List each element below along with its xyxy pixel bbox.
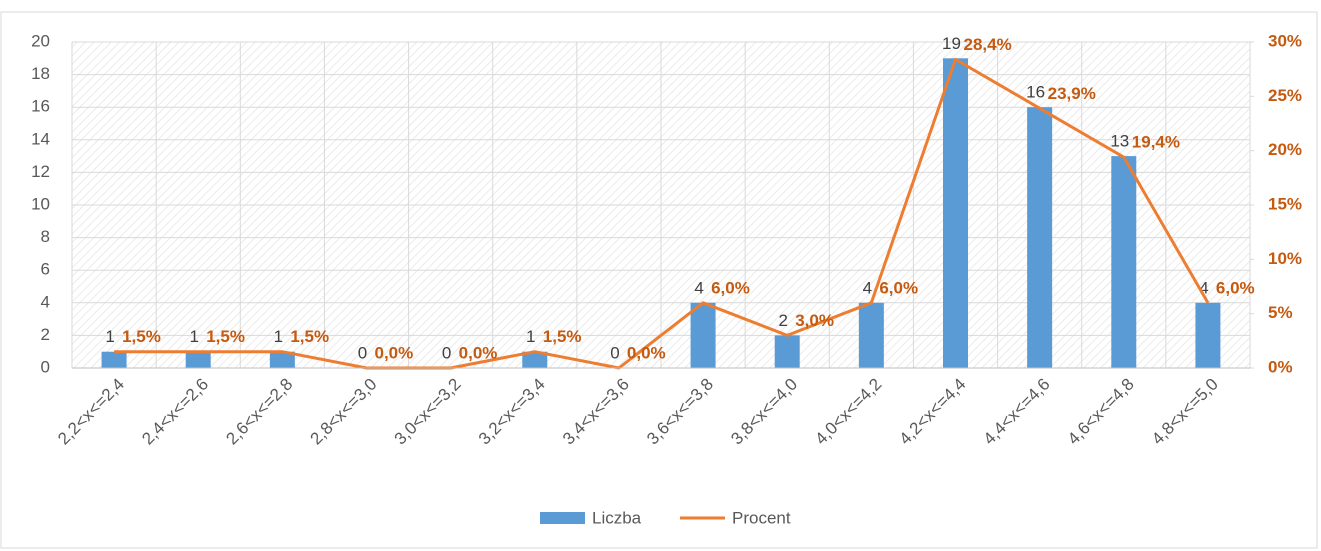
y-tick-label: 16 (31, 97, 50, 116)
y-tick-label: 8 (41, 227, 50, 246)
bar (101, 351, 127, 368)
bar (522, 351, 548, 368)
line-label: 6,0% (1216, 278, 1255, 297)
line-label: 1,5% (206, 327, 245, 346)
bar-label: 4 (694, 278, 703, 297)
bar-label: 13 (1110, 132, 1129, 151)
bar (690, 302, 716, 368)
line-label: 3,0% (795, 311, 834, 330)
bar-label: 19 (942, 34, 961, 53)
line-label: 6,0% (879, 278, 918, 297)
bar-label: 2 (778, 311, 787, 330)
bar (269, 351, 295, 368)
y-tick-label: 2 (41, 325, 50, 344)
bar-label: 1 (105, 327, 114, 346)
y-tick-label: 4 (41, 292, 50, 311)
bar (858, 302, 884, 368)
y2-tick-label: 15% (1268, 194, 1302, 213)
line-label: 0,0% (459, 343, 498, 362)
bar (943, 58, 968, 369)
line (114, 57, 1210, 370)
y-tick-label: 0 (41, 357, 50, 376)
y2-tick-label: 25% (1268, 86, 1302, 105)
line-label: 28,4% (964, 35, 1012, 54)
bar-label: 0 (442, 343, 451, 362)
bar-label: 4 (1199, 278, 1208, 297)
line-label: 1,5% (290, 327, 329, 346)
y-tick-label: 18 (31, 64, 50, 83)
y2-tick-label: 0% (1268, 357, 1293, 376)
bar (1195, 302, 1221, 368)
y-tick-label: 20 (31, 31, 50, 50)
y2-tick-label: 20% (1268, 140, 1302, 159)
bar-label: 1 (189, 327, 198, 346)
legend-swatch (540, 512, 585, 524)
bar-label: 16 (1026, 83, 1045, 102)
line-label: 23,9% (1048, 84, 1096, 103)
line-label: 6,0% (711, 278, 750, 297)
y2-tick-label: 5% (1268, 303, 1293, 322)
y2-tick-label: 30% (1268, 31, 1302, 50)
line-label: 0,0% (375, 343, 414, 362)
bar (774, 335, 800, 368)
bar (1027, 107, 1053, 368)
bar-label: 0 (358, 343, 367, 362)
bar-label: 0 (610, 343, 619, 362)
bar (1111, 156, 1137, 368)
bar (185, 351, 211, 368)
line-label: 0,0% (627, 343, 666, 362)
y-tick-label: 14 (31, 129, 50, 148)
y2-tick-label: 10% (1268, 249, 1302, 268)
y-tick-label: 10 (31, 194, 50, 213)
line-label: 19,4% (1132, 133, 1180, 152)
bar-label: 4 (863, 278, 872, 297)
legend-label: Liczba (592, 508, 642, 527)
y-tick-label: 6 (41, 260, 50, 279)
line-label: 1,5% (543, 327, 582, 346)
y-tick-label: 12 (31, 162, 50, 181)
line-label: 1,5% (122, 327, 161, 346)
bar-label: 1 (526, 327, 535, 346)
legend-label: Procent (732, 508, 791, 527)
bar-label: 1 (274, 327, 283, 346)
